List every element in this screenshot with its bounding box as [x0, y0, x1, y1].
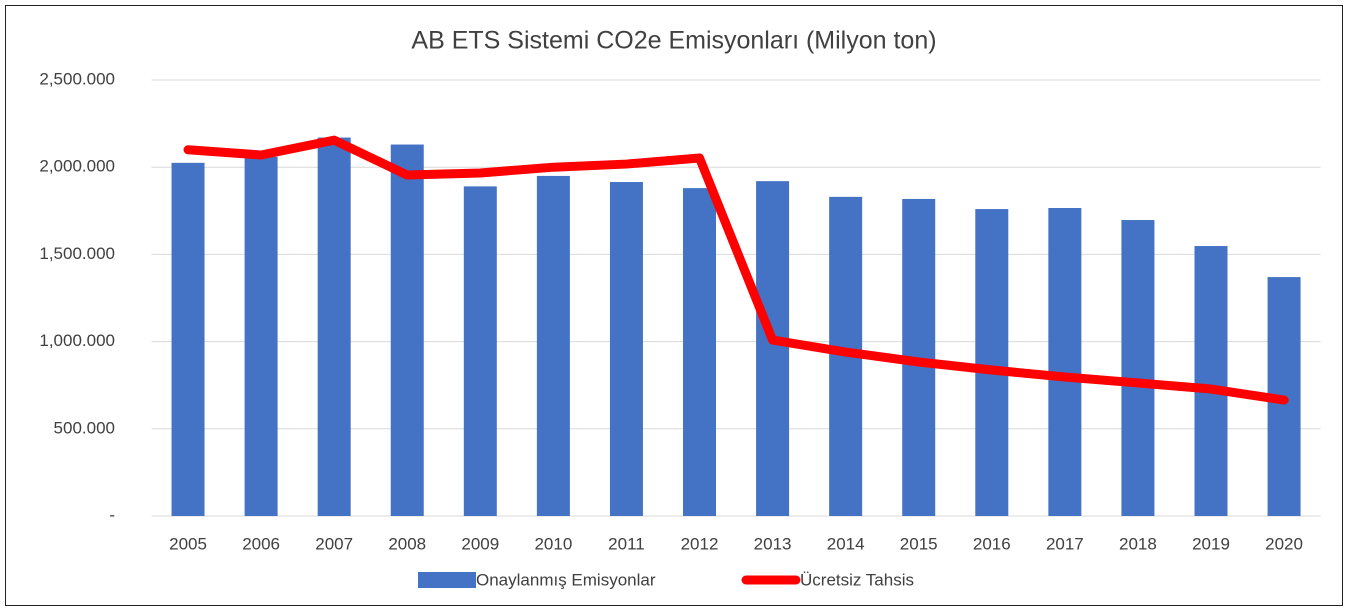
- bar: [171, 162, 205, 516]
- x-tick-label: 2009: [461, 534, 499, 553]
- x-tick-label: 2019: [1192, 534, 1230, 553]
- bar: [244, 156, 278, 516]
- x-tick-label: 2005: [169, 534, 207, 553]
- bar: [683, 188, 717, 517]
- x-tick-label: 2014: [827, 534, 865, 553]
- y-tick-label: 500.000: [54, 418, 115, 437]
- bar: [317, 137, 351, 516]
- bar: [390, 144, 424, 516]
- chart-border: [5, 5, 1343, 606]
- bar: [975, 209, 1009, 516]
- legend-swatch: [418, 572, 476, 588]
- x-tick-label: 2020: [1265, 534, 1303, 553]
- chart-title: AB ETS Sistemi CO2e Emisyonları (Milyon …: [411, 27, 936, 55]
- bar: [609, 182, 643, 517]
- x-tick-label: 2018: [1119, 534, 1157, 553]
- bar: [1121, 220, 1155, 516]
- x-tick-label: 2015: [900, 534, 938, 553]
- y-tick-label: 2,500.000: [39, 69, 115, 88]
- y-tick-label: -: [109, 505, 115, 524]
- bar: [536, 175, 570, 517]
- y-tick-label: 1,000.000: [39, 331, 115, 350]
- x-tick-label: 2016: [973, 534, 1011, 553]
- bar: [1194, 246, 1228, 516]
- line: [183, 135, 1289, 405]
- x-tick-label: 2008: [388, 534, 426, 553]
- bar: [756, 181, 790, 517]
- bar: [463, 186, 497, 516]
- y-tick-label: 2,000.000: [39, 157, 115, 176]
- x-tick-label: 2006: [242, 534, 280, 553]
- x-tick-label: 2013: [754, 534, 792, 553]
- legend-label: Onaylanmış Emisyonlar: [476, 570, 656, 589]
- bar: [1048, 208, 1082, 517]
- x-tick-label: 2012: [681, 534, 719, 553]
- y-tick-label: 1,500.000: [39, 244, 115, 263]
- x-tick-label: 2011: [608, 534, 645, 553]
- x-tick-label: 2007: [315, 534, 353, 553]
- x-tick-label: 2010: [534, 534, 572, 553]
- x-tick-label: 2017: [1046, 534, 1084, 553]
- legend-label: Ücretsiz Tahsis: [800, 570, 914, 589]
